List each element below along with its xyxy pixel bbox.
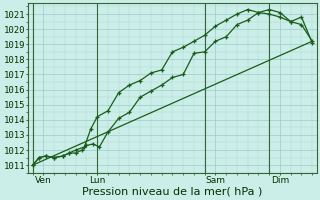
- X-axis label: Pression niveau de la mer( hPa ): Pression niveau de la mer( hPa ): [82, 187, 263, 197]
